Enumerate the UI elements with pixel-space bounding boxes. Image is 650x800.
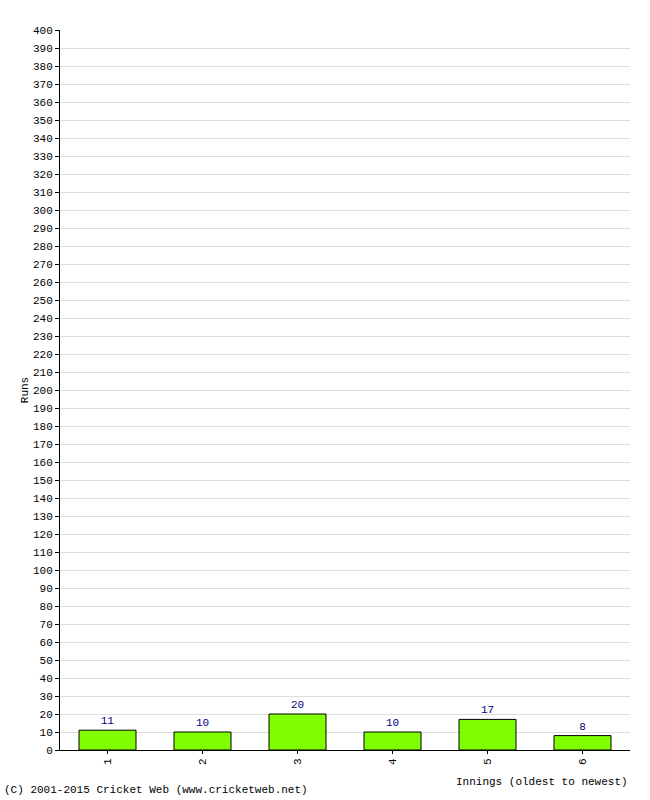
svg-text:210: 210 xyxy=(33,367,53,379)
svg-text:130: 130 xyxy=(33,511,53,523)
svg-text:1: 1 xyxy=(102,758,114,765)
svg-text:260: 260 xyxy=(33,277,53,289)
svg-text:180: 180 xyxy=(33,421,53,433)
svg-text:90: 90 xyxy=(40,583,53,595)
svg-text:17: 17 xyxy=(481,704,494,716)
svg-text:70: 70 xyxy=(40,619,53,631)
svg-text:330: 330 xyxy=(33,151,53,163)
svg-text:400: 400 xyxy=(33,25,53,37)
svg-text:270: 270 xyxy=(33,259,53,271)
svg-text:200: 200 xyxy=(33,385,53,397)
svg-text:240: 240 xyxy=(33,313,53,325)
svg-text:50: 50 xyxy=(40,655,53,667)
svg-text:60: 60 xyxy=(40,637,53,649)
svg-text:Runs: Runs xyxy=(19,377,31,403)
svg-text:390: 390 xyxy=(33,43,53,55)
svg-text:290: 290 xyxy=(33,223,53,235)
svg-text:350: 350 xyxy=(33,115,53,127)
svg-text:320: 320 xyxy=(33,169,53,181)
svg-text:230: 230 xyxy=(33,331,53,343)
svg-text:100: 100 xyxy=(33,565,53,577)
svg-text:370: 370 xyxy=(33,79,53,91)
svg-text:110: 110 xyxy=(33,547,53,559)
svg-text:11: 11 xyxy=(101,715,115,727)
svg-text:360: 360 xyxy=(33,97,53,109)
svg-text:280: 280 xyxy=(33,241,53,253)
svg-text:150: 150 xyxy=(33,475,53,487)
svg-text:340: 340 xyxy=(33,133,53,145)
svg-text:160: 160 xyxy=(33,457,53,469)
svg-text:0: 0 xyxy=(46,745,53,757)
svg-text:10: 10 xyxy=(196,717,209,729)
svg-text:4: 4 xyxy=(387,758,399,765)
svg-text:2: 2 xyxy=(197,758,209,765)
svg-text:220: 220 xyxy=(33,349,53,361)
svg-text:40: 40 xyxy=(40,673,53,685)
svg-text:80: 80 xyxy=(40,601,53,613)
svg-text:8: 8 xyxy=(579,721,586,733)
svg-text:250: 250 xyxy=(33,295,53,307)
svg-text:300: 300 xyxy=(33,205,53,217)
svg-text:3: 3 xyxy=(292,758,304,765)
svg-text:380: 380 xyxy=(33,61,53,73)
svg-text:310: 310 xyxy=(33,187,53,199)
svg-text:6: 6 xyxy=(577,758,589,765)
svg-text:10: 10 xyxy=(386,717,399,729)
svg-text:20: 20 xyxy=(40,709,53,721)
svg-text:Innings (oldest to newest): Innings (oldest to newest) xyxy=(456,776,628,788)
svg-text:(C) 2001-2015 Cricket Web (www: (C) 2001-2015 Cricket Web (www.cricketwe… xyxy=(4,784,308,796)
svg-text:190: 190 xyxy=(33,403,53,415)
svg-text:120: 120 xyxy=(33,529,53,541)
svg-text:20: 20 xyxy=(291,699,304,711)
svg-text:10: 10 xyxy=(40,727,53,739)
svg-text:170: 170 xyxy=(33,439,53,451)
svg-text:30: 30 xyxy=(40,691,53,703)
svg-text:5: 5 xyxy=(482,758,494,765)
svg-text:140: 140 xyxy=(33,493,53,505)
